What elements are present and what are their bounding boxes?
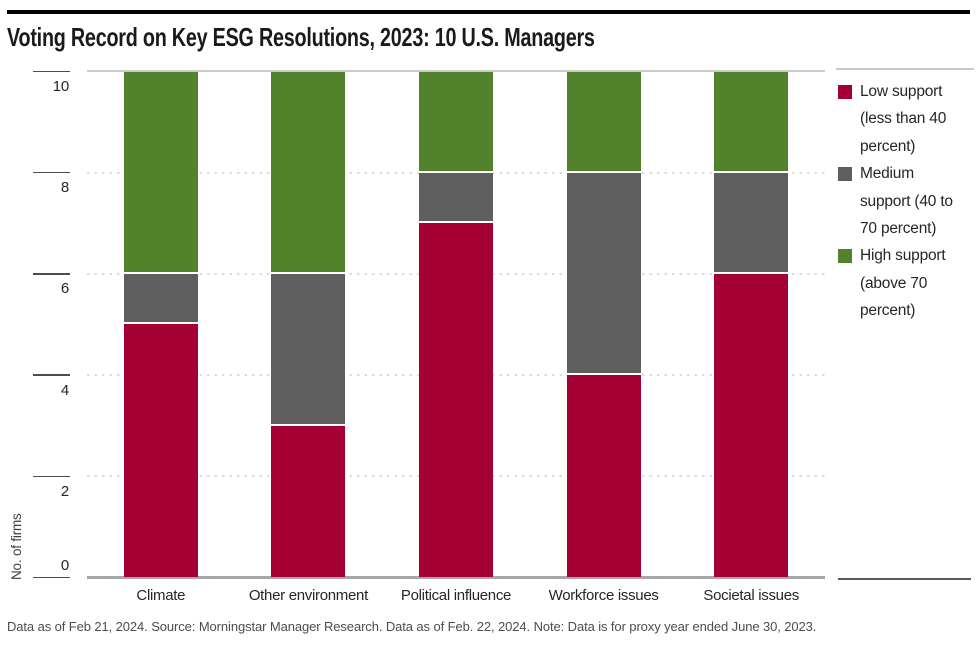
y-tick-line	[33, 576, 70, 579]
legend-item: Low support (less than 40 percent)	[838, 78, 974, 160]
bar-segment	[566, 71, 641, 173]
y-tick-label: 0	[60, 556, 69, 574]
legend: Low support (less than 40 percent) Medium…	[838, 78, 974, 325]
bar-segment	[271, 273, 346, 426]
y-tick-label: 6	[60, 280, 69, 298]
bar-segment	[123, 324, 198, 578]
x-category-label: Other environment	[248, 587, 368, 604]
y-tick-line	[33, 374, 70, 376]
y-tick-label: 10	[52, 78, 69, 95]
bar-segment	[419, 71, 493, 173]
footnote: Data as of Feb 21, 2024. Source: Morning…	[7, 619, 817, 634]
legend-label: High support (above 70 percent)	[860, 247, 946, 320]
bar-segment	[714, 71, 789, 173]
legend-label: Medium support (40 to 70 percent)	[860, 165, 953, 238]
x-axis-baseline	[87, 576, 825, 579]
x-category-label: Workforce issues	[548, 587, 659, 604]
bar-segment	[714, 172, 789, 274]
x-category-label: Societal issues	[703, 587, 799, 604]
y-tick-label: 4	[60, 381, 69, 399]
bar-segment	[419, 172, 493, 224]
legend-swatch-icon	[838, 84, 852, 99]
legend-bottom-rule	[838, 578, 971, 580]
y-tick-line	[33, 70, 70, 73]
bar-segment	[419, 223, 493, 578]
y-tick-label: 8	[60, 179, 69, 197]
bar-segment	[271, 71, 346, 274]
legend-top-rule	[836, 68, 974, 70]
legend-item: High support (above 70 percent)	[838, 242, 974, 324]
x-category-label: Political influence	[400, 587, 512, 604]
bar-segment	[714, 273, 789, 578]
chart-title: Voting Record on Key ESG Resolutions, 20…	[7, 22, 595, 52]
legend-swatch-icon	[838, 248, 852, 263]
bar-segment	[271, 425, 346, 578]
stacked-bar	[271, 71, 346, 578]
grid-line	[87, 70, 825, 72]
y-tick-line	[33, 475, 70, 478]
stacked-bar	[566, 71, 641, 578]
y-tick-label: 2	[60, 482, 69, 500]
legend-swatch-icon	[838, 166, 852, 181]
bar-segment	[123, 273, 198, 325]
x-category-label: Climate	[136, 587, 186, 604]
bar-segment	[123, 71, 198, 274]
y-tick-line	[33, 171, 70, 174]
bar-segment	[566, 172, 641, 376]
stacked-bar	[123, 71, 198, 578]
bar-segment	[566, 375, 641, 578]
stacked-bar	[419, 71, 493, 578]
top-rule	[7, 10, 970, 14]
y-tick-line	[33, 273, 70, 275]
legend-label: Low support (less than 40 percent)	[860, 83, 947, 155]
stacked-bar	[714, 71, 789, 578]
legend-item: Medium support (40 to 70 percent)	[838, 160, 974, 242]
